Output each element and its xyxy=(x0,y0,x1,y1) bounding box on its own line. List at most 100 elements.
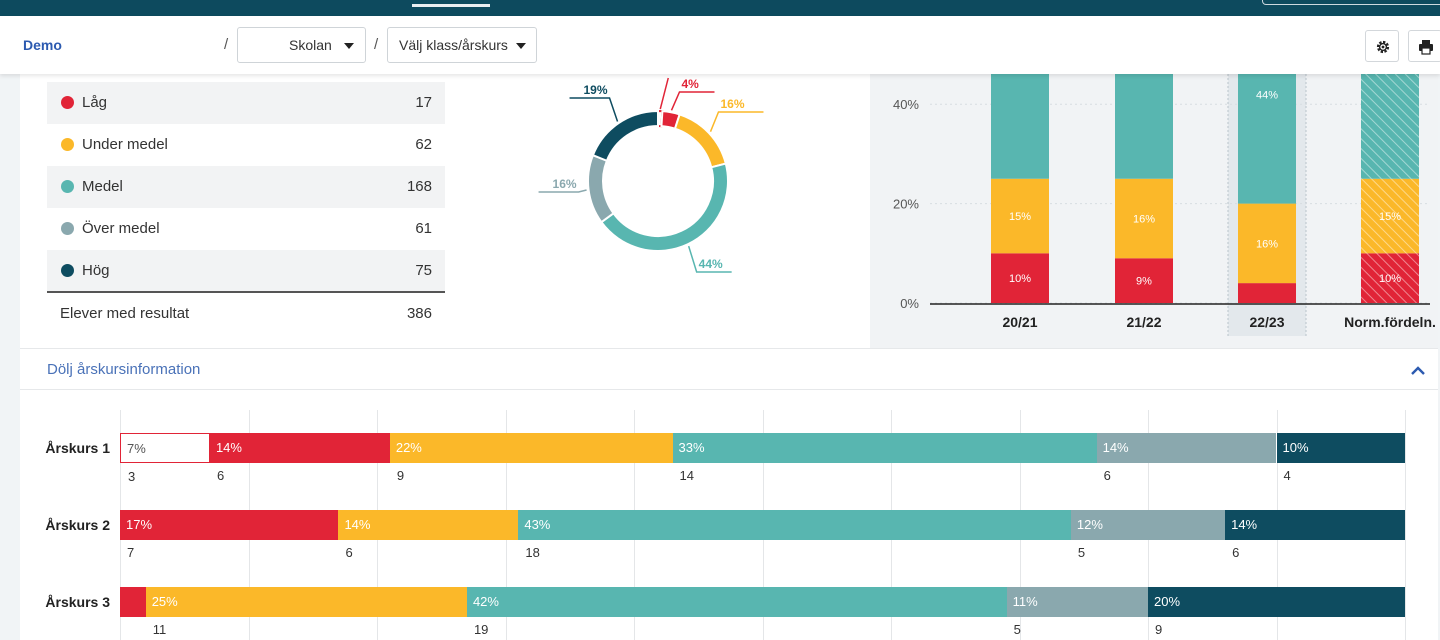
x-tick-label: Norm.fördeln. xyxy=(1344,314,1436,330)
donut-data-label: 16% xyxy=(720,97,744,111)
legend-row: Över medel 61 xyxy=(47,208,445,250)
class-dropdown[interactable]: Välj klass/årskurs xyxy=(387,27,537,63)
grade-bar-segment xyxy=(120,587,146,617)
grade-bar: 7% 3 14% 6 22% 9 33% 14 14% 6 10% 4 xyxy=(120,433,1405,484)
stack-data-label: 16% xyxy=(1133,214,1155,226)
app-top-bar xyxy=(0,0,1440,16)
segment-percent-label: 10% xyxy=(1282,440,1309,455)
legend-count: 17 xyxy=(415,94,432,111)
legend-count: 62 xyxy=(415,136,432,153)
grade-bar-segment: 17% 7 xyxy=(120,510,339,560)
total-divider xyxy=(47,291,445,293)
x-tick-label: 20/21 xyxy=(1002,314,1037,330)
grade-info-toggle[interactable]: Dölj årskursinformation xyxy=(20,348,1438,390)
segment-count-label: 11 xyxy=(152,622,167,637)
legend-dot xyxy=(61,222,74,235)
segment-percent-label: 11% xyxy=(1012,594,1038,609)
grade-bar-segment: 22% 9 xyxy=(389,433,673,483)
legend-label: Över medel xyxy=(82,220,160,237)
legend-dot xyxy=(61,180,74,193)
stack-data-label: 9% xyxy=(1136,276,1152,288)
segment-count-label: 6 xyxy=(1232,545,1240,560)
segment-count-label: 7 xyxy=(127,545,135,560)
segment-count-label: 19 xyxy=(473,622,489,637)
grade-bar: 17% 7 14% 6 43% 18 12% 5 14% 6 xyxy=(120,510,1405,560)
legend-count: 168 xyxy=(406,178,432,195)
legend-label: Hög xyxy=(82,262,110,279)
legend-count: 61 xyxy=(415,220,432,237)
donut-leader-line xyxy=(709,111,764,132)
stack-data-label: 16% xyxy=(1256,238,1278,250)
stacked-column-chart: 0%20%40%60%80%10%15%46%18%20/219%16%44%1… xyxy=(893,74,1436,336)
caret-down-icon xyxy=(516,43,526,49)
legend-row: Medel 168 xyxy=(47,166,445,208)
segment-percent-label: 20% xyxy=(1154,594,1181,609)
legend-label: Medel xyxy=(82,178,123,195)
breadcrumb-separator: / xyxy=(224,36,229,53)
stack-segment xyxy=(1115,178,1173,259)
x-tick-label: 21/22 xyxy=(1126,314,1161,330)
grade-bar-segment: 42% 19 xyxy=(466,587,1007,637)
total-label: Elever med resultat xyxy=(60,305,190,322)
grade-bar-segment: 10% 4 xyxy=(1276,433,1405,483)
settings-button[interactable] xyxy=(1365,30,1399,62)
stack-segment xyxy=(1115,74,1173,179)
segment-count-label: 6 xyxy=(345,545,353,560)
segment-percent-label: 33% xyxy=(678,440,705,455)
segment-count-label: 3 xyxy=(128,469,136,484)
legend-label: Låg xyxy=(82,94,108,111)
donut-data-label: 44% xyxy=(699,257,723,271)
segment-count-label: 5 xyxy=(1077,545,1086,560)
donut-chart: 1%4% 16% 44% 16% 19% xyxy=(538,74,764,273)
print-button[interactable] xyxy=(1408,30,1440,62)
y-tick-label: 20% xyxy=(893,197,919,212)
grade-bar-segment: 33% 14 xyxy=(672,433,1097,483)
grade-row-label: Årskurs 1 xyxy=(45,440,110,456)
grade-row-label: Årskurs 3 xyxy=(45,594,110,610)
stack-segment xyxy=(1238,203,1296,284)
stack-segment xyxy=(1238,74,1296,204)
grade-bar-segment: 43% 18 xyxy=(518,510,1071,560)
stack-segment xyxy=(991,178,1049,254)
grade-bar-segment: 12% 5 xyxy=(1070,510,1226,560)
segment-percent-label: 14% xyxy=(215,440,242,455)
school-dropdown[interactable]: Skolan xyxy=(237,27,366,63)
grade-bar-segment: 25% 11 xyxy=(145,587,467,637)
donut-slice xyxy=(599,162,729,252)
grade-bar-segment: 11% 5 xyxy=(1006,587,1148,637)
stack-segment xyxy=(1115,258,1173,303)
grade-bar-segment: 14% 6 xyxy=(338,510,519,560)
segment-count-label: 9 xyxy=(396,468,405,483)
legend-count: 75 xyxy=(415,262,432,279)
grade-bar-segment: 14% 6 xyxy=(1225,510,1405,560)
donut-leader-line xyxy=(569,97,619,122)
stack-data-label: 44% xyxy=(1133,74,1155,76)
search-box[interactable] xyxy=(1262,0,1440,5)
segment-count-label: 5 xyxy=(1013,622,1021,637)
stack-data-label: 10% xyxy=(1009,273,1031,285)
segment-percent-label: 12% xyxy=(1076,517,1103,532)
x-gridline xyxy=(1405,410,1406,640)
segment-percent-label: 22% xyxy=(395,440,422,455)
stack-data-label: 15% xyxy=(1379,211,1401,223)
segment-count-label: 18 xyxy=(525,545,540,560)
school-dropdown-value: Skolan xyxy=(289,37,332,53)
y-tick-label: 0% xyxy=(900,296,919,311)
printer-icon xyxy=(1419,40,1433,55)
segment-percent-label: 14% xyxy=(344,517,371,532)
donut-leader-line xyxy=(687,245,732,273)
segment-percent-label: 17% xyxy=(126,517,153,532)
stack-segment xyxy=(991,74,1049,179)
toggle-label[interactable]: Dölj årskursinformation xyxy=(47,361,201,378)
brand-link[interactable]: Demo xyxy=(23,37,62,53)
grade-row-label: Årskurs 2 xyxy=(45,517,110,533)
legend-dot xyxy=(61,96,74,109)
gear-icon xyxy=(1376,40,1390,54)
x-tick-label: 22/23 xyxy=(1249,314,1284,330)
y-tick-label: 40% xyxy=(893,97,919,112)
chevron-up-icon[interactable] xyxy=(1411,366,1425,375)
stack-segment-hatch xyxy=(1361,253,1419,303)
grade-bar-segment: 7% 3 xyxy=(120,433,210,484)
segment-count-label: 6 xyxy=(216,468,225,483)
donut-slice xyxy=(587,153,615,224)
